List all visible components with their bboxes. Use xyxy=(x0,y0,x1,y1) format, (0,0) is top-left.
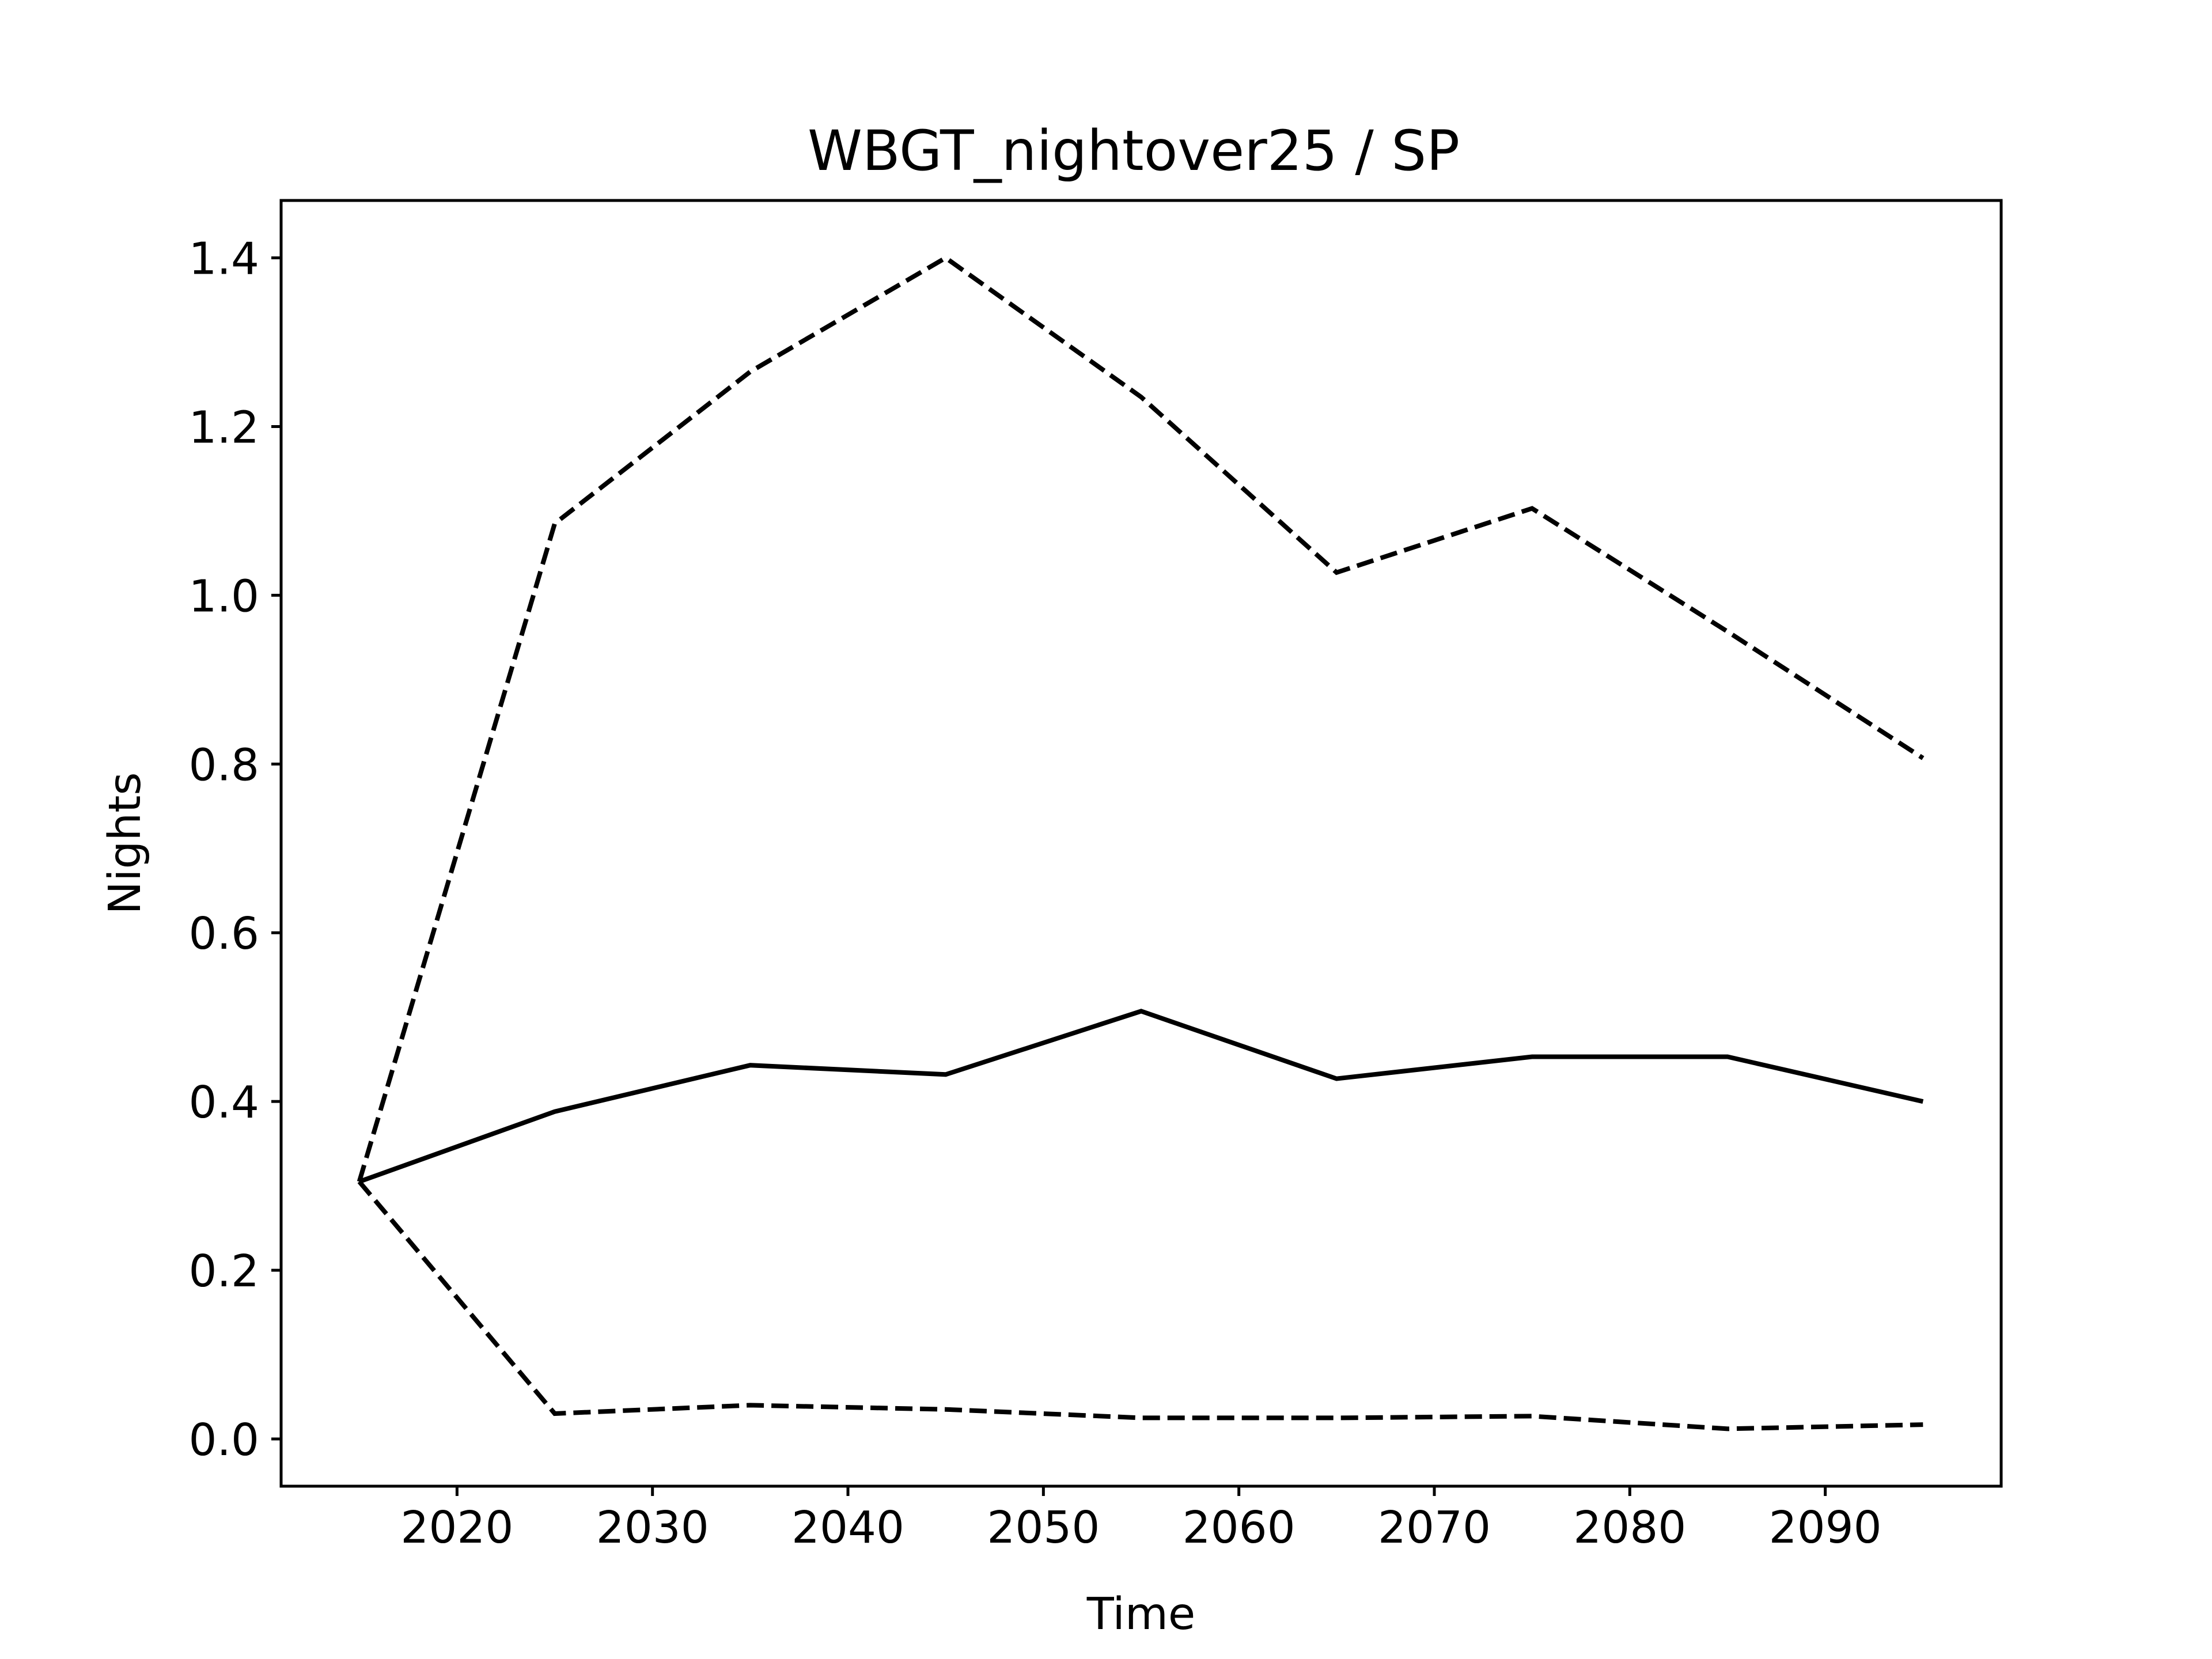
chart-title: WBGT_nightover25 / SP xyxy=(808,119,1460,183)
plot-frame xyxy=(279,199,2003,1488)
y-tick-label: 0.0 xyxy=(189,1415,259,1466)
series-layer xyxy=(357,255,1925,1431)
y-tick-label: 0.4 xyxy=(189,1077,259,1128)
x-tick-label: 2030 xyxy=(596,1502,709,1554)
x-tick-label: 2020 xyxy=(400,1502,513,1554)
x-tick-label: 2090 xyxy=(1769,1502,1882,1554)
x-tick-label: 2070 xyxy=(1378,1502,1491,1554)
upper-bound-series-line xyxy=(357,255,1925,1183)
y-tick-label: 0.2 xyxy=(189,1246,259,1297)
y-tick-label: 1.2 xyxy=(189,403,259,454)
y-axis-label: Nights xyxy=(100,772,151,915)
ticks-layer: 2020 2030 2040 2050 2060 2070 2080 2090 0.0 0.2 0.… xyxy=(189,234,1882,1554)
median-series-line xyxy=(358,1009,1924,1184)
x-tick-label: 2050 xyxy=(987,1502,1100,1554)
y-tick-label: 0.8 xyxy=(189,740,259,791)
x-tick-label: 2060 xyxy=(1183,1502,1296,1554)
y-tick-label: 1.0 xyxy=(189,571,259,622)
y-tick-label: 1.4 xyxy=(189,234,259,285)
x-tick-label: 2040 xyxy=(791,1502,904,1554)
y-tick-label: 0.6 xyxy=(189,908,259,960)
x-axis-label: Time xyxy=(1086,1589,1195,1640)
x-tick-label: 2080 xyxy=(1573,1502,1686,1554)
